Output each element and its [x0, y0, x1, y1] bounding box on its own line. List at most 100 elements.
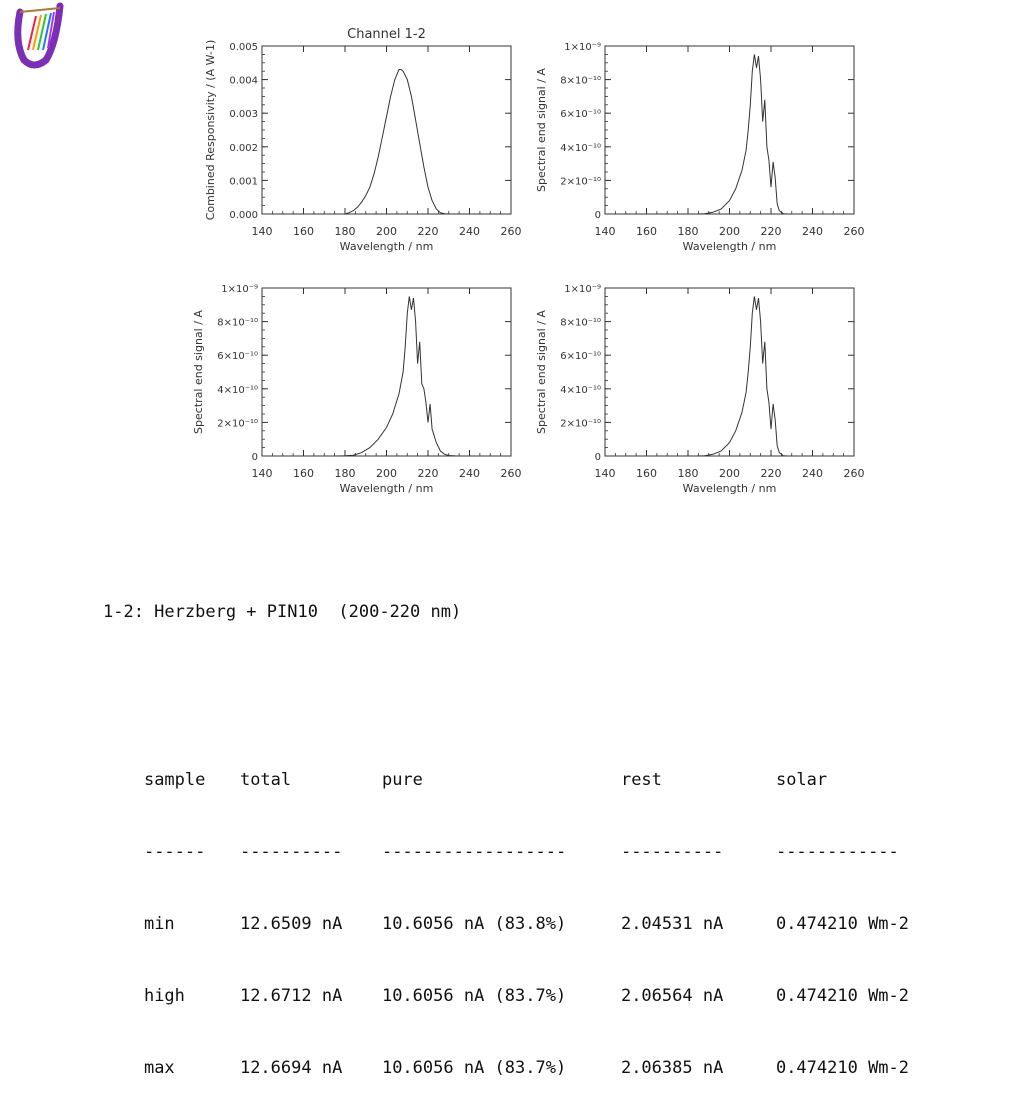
y-axis-label: Spectral end signal / A: [535, 68, 548, 192]
cell-total: 12.6694 nA: [239, 1058, 343, 1078]
y-tick-label: 1×10⁻⁹: [564, 284, 601, 295]
summary-separator-row: ------ ---------- ------------------ ------…: [103, 816, 936, 862]
y-tick-label: 8×10⁻¹⁰: [560, 318, 601, 329]
series-line: [262, 296, 511, 457]
series-line: [262, 69, 511, 215]
y-axis-label: Spectral end signal / A: [192, 310, 205, 434]
x-tick-label: 140: [595, 225, 616, 238]
x-tick-label: 200: [376, 225, 397, 238]
x-tick-label: 220: [761, 225, 782, 238]
table-row: max 12.6694 nA 10.6056 nA (83.7%) 2.06385 n…: [103, 1032, 936, 1078]
cell-total: 12.6712 nA: [239, 986, 343, 1006]
header-pure: pure: [381, 770, 423, 790]
y-tick-label: 4×10⁻¹⁰: [217, 385, 258, 396]
x-tick-label: 140: [252, 225, 273, 238]
x-tick-label: 180: [335, 467, 356, 480]
y-axis-label: Combined Responsivity / (A W-1): [204, 40, 217, 221]
y-tick-label: 0: [595, 452, 601, 463]
y-tick-label: 6×10⁻¹⁰: [560, 351, 601, 362]
y-tick-label: 0.000: [229, 210, 258, 221]
x-tick-label: 260: [501, 225, 522, 238]
separator: ------------------: [381, 842, 567, 862]
x-tick-label: 220: [761, 467, 782, 480]
chart-title: Channel 1-2: [347, 27, 426, 42]
plot-frame: [261, 45, 512, 215]
x-tick-label: 200: [376, 467, 397, 480]
y-tick-label: 1×10⁻⁹: [564, 42, 601, 53]
cell-sample: high: [143, 986, 185, 1006]
header-solar: solar: [775, 770, 828, 790]
x-tick-label: 140: [252, 467, 273, 480]
table-row: high 12.6712 nA 10.6056 nA (83.7%) 2.06564 …: [103, 960, 936, 1006]
plot-frame: [604, 287, 855, 457]
y-tick-label: 2×10⁻¹⁰: [217, 418, 258, 429]
header-rest: rest: [620, 770, 662, 790]
x-tick-label: 160: [636, 225, 657, 238]
y-tick-label: 0.004: [229, 76, 258, 87]
x-tick-label: 200: [719, 467, 740, 480]
summary-header-row: sample total pure rest solar: [103, 744, 936, 790]
plot-frame: [604, 45, 855, 215]
y-tick-label: 0.002: [229, 143, 258, 154]
summary-block: 1-2: Herzberg + PIN10 (200-220 nm) sampl…: [103, 552, 936, 1080]
cell-pure: 10.6056 nA (83.8%): [381, 914, 567, 934]
x-tick-label: 180: [678, 467, 699, 480]
x-axis-label: Wavelength / nm: [340, 482, 434, 495]
x-tick-label: 260: [844, 467, 865, 480]
y-tick-label: 4×10⁻¹⁰: [560, 385, 601, 396]
y-tick-label: 0.003: [229, 109, 258, 120]
cell-rest: 2.04531 nA: [620, 914, 724, 934]
y-tick-label: 0.005: [229, 42, 258, 53]
series-line: [605, 54, 854, 215]
x-tick-label: 220: [418, 225, 439, 238]
x-tick-label: 160: [636, 467, 657, 480]
separator: ------: [143, 842, 206, 862]
y-tick-label: 2×10⁻¹⁰: [560, 176, 601, 187]
cell-total: 12.6509 nA: [239, 914, 343, 934]
series-line: [605, 296, 854, 457]
y-tick-label: 4×10⁻¹⁰: [560, 143, 601, 154]
cell-sample: min: [143, 914, 175, 934]
x-tick-label: 240: [459, 225, 480, 238]
separator: ------------: [775, 842, 899, 862]
x-tick-label: 220: [418, 467, 439, 480]
cell-solar: 0.474210 Wm-2: [775, 986, 910, 1006]
cell-solar: 0.474210 Wm-2: [775, 914, 910, 934]
cell-sample: max: [143, 1058, 175, 1078]
cell-rest: 2.06564 nA: [620, 986, 724, 1006]
separator: ----------: [239, 842, 343, 862]
summary-heading: 1-2: Herzberg + PIN10 (200-220 nm): [103, 602, 462, 622]
y-tick-label: 0.001: [229, 176, 258, 187]
y-tick-label: 6×10⁻¹⁰: [217, 351, 258, 362]
y-axis-label: Spectral end signal / A: [535, 310, 548, 434]
plot-frame: [261, 287, 512, 457]
lyre-icon: [14, 2, 64, 69]
x-tick-label: 240: [802, 467, 823, 480]
cell-pure: 10.6056 nA (83.7%): [381, 986, 567, 1006]
x-tick-label: 180: [335, 225, 356, 238]
separator: ----------: [620, 842, 724, 862]
x-tick-label: 160: [293, 467, 314, 480]
x-axis-label: Wavelength / nm: [683, 240, 777, 253]
x-tick-label: 240: [459, 467, 480, 480]
x-axis-label: Wavelength / nm: [340, 240, 434, 253]
x-tick-label: 180: [678, 225, 699, 238]
y-tick-label: 0: [252, 452, 258, 463]
y-tick-label: 2×10⁻¹⁰: [560, 418, 601, 429]
x-tick-label: 160: [293, 225, 314, 238]
x-axis-label: Wavelength / nm: [683, 482, 777, 495]
y-tick-label: 0: [595, 210, 601, 221]
cell-pure: 10.6056 nA (83.7%): [381, 1058, 567, 1078]
header-sample: sample: [143, 770, 206, 790]
y-tick-label: 1×10⁻⁹: [221, 284, 258, 295]
header-total: total: [239, 770, 292, 790]
table-row: min 12.6509 nA 10.6056 nA (83.8%) 2.04531 n…: [103, 888, 936, 934]
x-tick-label: 200: [719, 225, 740, 238]
y-tick-label: 8×10⁻¹⁰: [217, 318, 258, 329]
y-tick-label: 8×10⁻¹⁰: [560, 76, 601, 87]
x-tick-label: 240: [802, 225, 823, 238]
charts-area: 140 160 180 200 220 240 260 0.000 0.001 0.002 0.00…: [192, 27, 865, 495]
x-tick-label: 260: [844, 225, 865, 238]
x-tick-label: 140: [595, 467, 616, 480]
x-tick-label: 260: [501, 467, 522, 480]
